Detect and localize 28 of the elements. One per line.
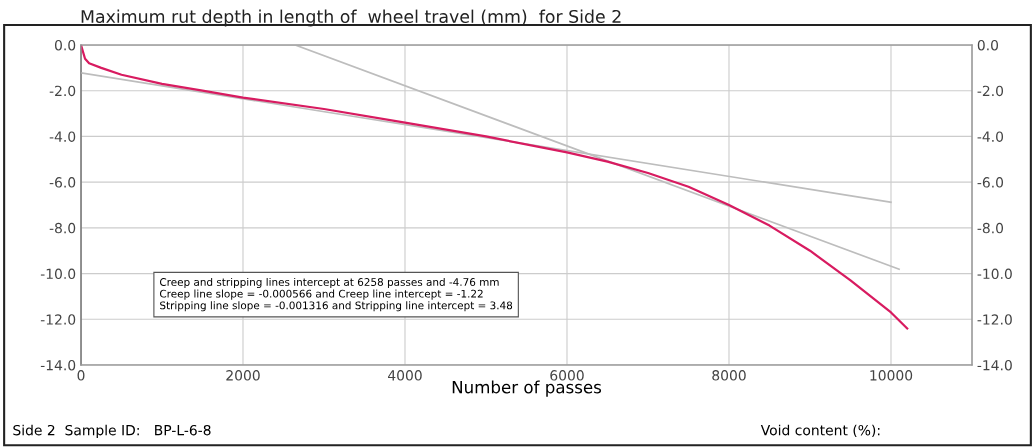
y2-tick-label: -8.0	[977, 222, 1004, 234]
text: Side 2 Sample ID: BP-L-6-8	[13, 424, 211, 439]
x-tick-label: 2000	[226, 370, 260, 381]
y-tick-label: -2.0	[49, 85, 76, 97]
x-tick-label: 0	[77, 370, 85, 381]
y-tick-label: -8.0	[49, 222, 76, 234]
x-tick-label: 6000	[550, 370, 584, 381]
y-tick-label: -6.0	[49, 177, 76, 188]
y-tick-label: -12.0	[40, 314, 76, 325]
line-series	[81, 45, 909, 330]
x-tick-label: 10000	[870, 370, 913, 381]
y2-tick-label: -12.0	[977, 314, 1012, 325]
y2-tick-label: -6.0	[977, 177, 1004, 188]
chart-title: Maximum rut depth in length of wheel travel (mm) for Side 2	[81, 9, 621, 27]
y2-tick-label: 0.0	[977, 39, 999, 51]
y2-tick-label: -2.0	[977, 85, 1004, 97]
y-tick-label: -10.0	[40, 268, 76, 280]
y-tick-label: -4.0	[49, 131, 76, 142]
y2-tick-label: -4.0	[977, 131, 1004, 142]
x-tick-label: 8000	[712, 370, 746, 381]
x-tick-label: 4000	[388, 370, 422, 381]
y2-tick-label: -14.0	[977, 359, 1012, 371]
y2-tick-label: -10.0	[977, 268, 1012, 280]
y-tick-label: -14.0	[40, 359, 76, 371]
x-axis-title: Number of passes	[452, 380, 602, 397]
annotation: Creep and stripping lines intercept at 6258 passes and -4.76 mm Creep line slope = -0.000566 and Creep line intercept = -1.22 Stripping line slope = -0.001316 and Stripping line intercept = 3.48	[159, 277, 513, 312]
y-tick-label: 0.0	[54, 39, 76, 51]
text: Void content (%):	[760, 424, 880, 438]
